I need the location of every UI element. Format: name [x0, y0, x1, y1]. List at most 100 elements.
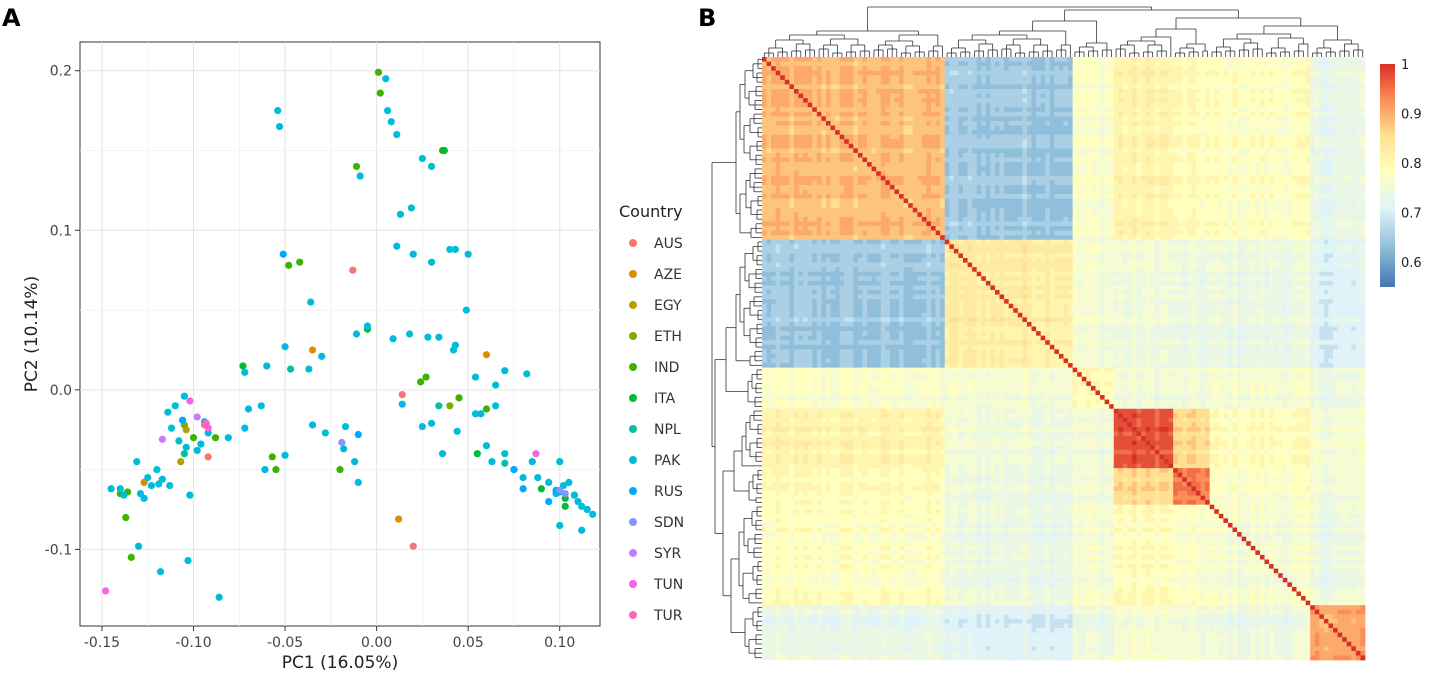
heatmap-cell	[825, 130, 836, 136]
heatmap-cell	[1095, 385, 1101, 391]
heatmap-cell	[976, 171, 982, 177]
point-ind	[376, 89, 384, 97]
heatmap-cell	[1054, 139, 1073, 145]
heatmap-cell	[963, 299, 978, 305]
heatmap-cell	[1269, 390, 1274, 396]
heatmap-cell	[775, 353, 790, 359]
heatmap-cell	[1132, 111, 1137, 117]
heatmap-cell	[1195, 66, 1229, 72]
heatmap-cell	[1100, 203, 1105, 209]
heatmap-cell	[889, 57, 900, 62]
heatmap-cell	[1182, 66, 1188, 72]
heatmap-cell	[1049, 143, 1055, 149]
heatmap-cell	[1072, 130, 1101, 136]
heatmap-cell	[803, 98, 809, 104]
heatmap-cell	[780, 262, 882, 268]
heatmap-cell	[940, 390, 950, 396]
heatmap-cell	[1068, 57, 1073, 62]
heatmap-cell	[1273, 381, 1293, 387]
heatmap-cell	[985, 349, 991, 355]
heatmap-cell	[839, 88, 854, 94]
heatmap-cell	[1100, 139, 1105, 145]
heatmap-cell	[1159, 340, 1183, 346]
heatmap-cell	[931, 321, 936, 327]
point-tun	[102, 587, 110, 595]
heatmap-cell	[839, 340, 854, 346]
heatmap-cell	[1045, 207, 1051, 213]
heatmap-cell	[1072, 285, 1078, 291]
heatmap-cell	[940, 385, 950, 391]
heatmap-cell	[976, 157, 982, 163]
heatmap-cell	[880, 162, 886, 167]
heatmap-cell	[1218, 84, 1224, 90]
heatmap-cell	[894, 189, 900, 195]
heatmap-cell	[931, 152, 946, 158]
heatmap-cell	[793, 258, 813, 263]
heatmap-cell	[1291, 84, 1311, 90]
heatmap-cell	[1269, 70, 1274, 76]
heatmap-cell	[1068, 75, 1073, 81]
heatmap-cell	[1195, 120, 1229, 126]
heatmap-cell	[1173, 372, 1183, 378]
heatmap-cell	[793, 120, 813, 126]
heatmap-cell	[949, 84, 959, 90]
heatmap-cell	[1141, 321, 1156, 327]
scatter-plot-area	[79, 41, 601, 627]
heatmap-cell	[1182, 175, 1188, 181]
legend-label-pak: PAK	[654, 453, 681, 469]
heatmap-cell	[985, 258, 991, 263]
heatmap-cell	[1100, 262, 1133, 268]
heatmap-cell	[1232, 239, 1238, 245]
heatmap-cell	[1136, 376, 1142, 382]
heatmap-cell	[1159, 253, 1169, 259]
heatmap-cell	[821, 267, 827, 273]
heatmap-cell	[1168, 175, 1183, 181]
heatmap-cell	[926, 308, 932, 314]
heatmap-cell	[1195, 353, 1229, 359]
heatmap-cell	[1100, 381, 1105, 387]
heatmap-cell	[931, 303, 936, 309]
heatmap-cell	[812, 299, 818, 305]
heatmap-cell	[967, 116, 973, 122]
heatmap-cell	[1063, 216, 1069, 222]
heatmap-cell	[803, 280, 809, 286]
heatmap-cell	[839, 303, 854, 309]
heatmap-cell	[1333, 299, 1366, 305]
heatmap-cell	[1237, 143, 1252, 149]
heatmap-cell	[1195, 358, 1215, 364]
heatmap-cell	[1054, 340, 1073, 346]
heatmap-cell	[1104, 116, 1115, 122]
heatmap-cell	[1310, 235, 1320, 241]
heatmap-cell	[862, 93, 868, 99]
heatmap-cell	[1054, 194, 1073, 199]
heatmap-cell	[903, 175, 918, 181]
heatmap-cell	[1045, 353, 1051, 359]
heatmap-cell	[1287, 216, 1311, 222]
heatmap-cell	[771, 180, 790, 186]
heatmap-cell	[1264, 98, 1270, 104]
heatmap-cell	[1259, 244, 1265, 250]
heatmap-cell	[1287, 75, 1306, 81]
heatmap-cell	[1118, 303, 1124, 309]
heatmap-cell	[1273, 276, 1293, 282]
heatmap-cell	[899, 157, 904, 163]
heatmap-cell	[771, 79, 786, 85]
heatmap-cell	[1141, 312, 1156, 318]
heatmap-cell	[1145, 180, 1156, 186]
heatmap-cell	[1068, 120, 1073, 126]
heatmap-cell	[1269, 98, 1274, 104]
heatmap-cell	[931, 226, 936, 231]
heatmap-cell	[944, 312, 959, 318]
heatmap-cell	[1323, 253, 1334, 259]
legend-label-aus: AUS	[654, 236, 683, 252]
heatmap-cell	[1282, 308, 1288, 314]
heatmap-cell	[1310, 162, 1320, 167]
heatmap-cell	[949, 335, 959, 341]
heatmap-cell	[816, 258, 822, 263]
heatmap-cell	[1026, 194, 1032, 199]
heatmap-cell	[853, 331, 863, 337]
heatmap-cell	[1072, 207, 1078, 213]
heatmap-cell	[1022, 203, 1028, 209]
heatmap-cell	[949, 299, 959, 305]
heatmap-cell	[972, 84, 1023, 90]
